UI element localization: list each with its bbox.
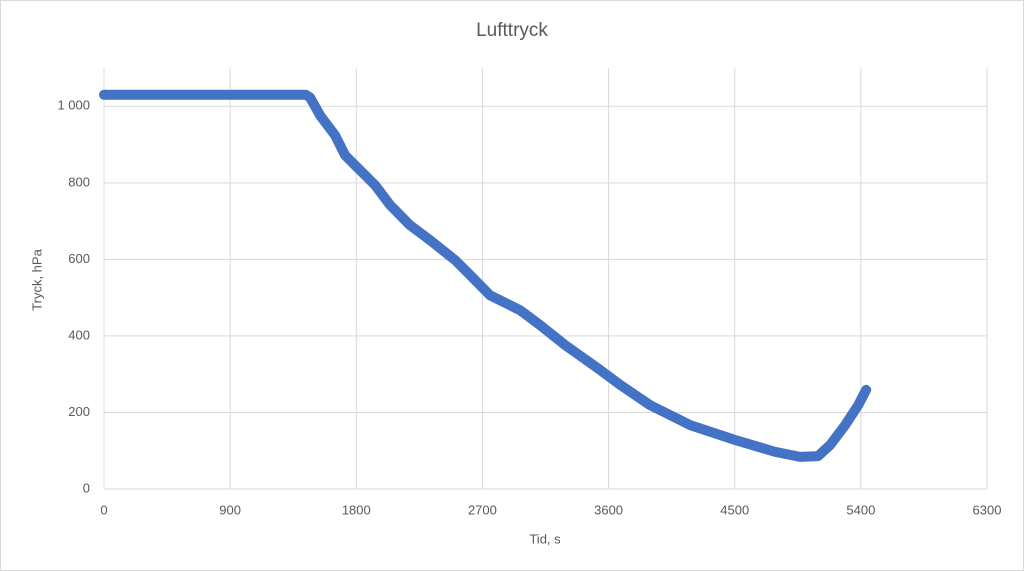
x-tick-label: 6300 bbox=[973, 502, 1002, 517]
y-tick-label: 200 bbox=[68, 404, 90, 419]
y-tick-label: 1 000 bbox=[57, 98, 90, 113]
data-line bbox=[99, 89, 872, 462]
y-tick-label: 800 bbox=[68, 174, 90, 189]
y-axis-title: Tryck, hPa bbox=[29, 248, 44, 310]
x-axis-title: Tid, s bbox=[529, 531, 561, 546]
chart-title: Lufttryck bbox=[476, 20, 548, 41]
x-tick-label: 4500 bbox=[720, 502, 749, 517]
x-tick-label: 5400 bbox=[846, 502, 875, 517]
x-tick-label: 2700 bbox=[468, 502, 497, 517]
x-tick-label: 3600 bbox=[594, 502, 623, 517]
x-tick-label: 0 bbox=[100, 502, 107, 517]
x-tick-label: 1800 bbox=[342, 502, 371, 517]
x-tick-label: 900 bbox=[219, 502, 241, 517]
y-tick-label: 600 bbox=[68, 251, 90, 266]
y-tick-label: 400 bbox=[68, 327, 90, 342]
y-tick-label: 0 bbox=[83, 480, 90, 495]
